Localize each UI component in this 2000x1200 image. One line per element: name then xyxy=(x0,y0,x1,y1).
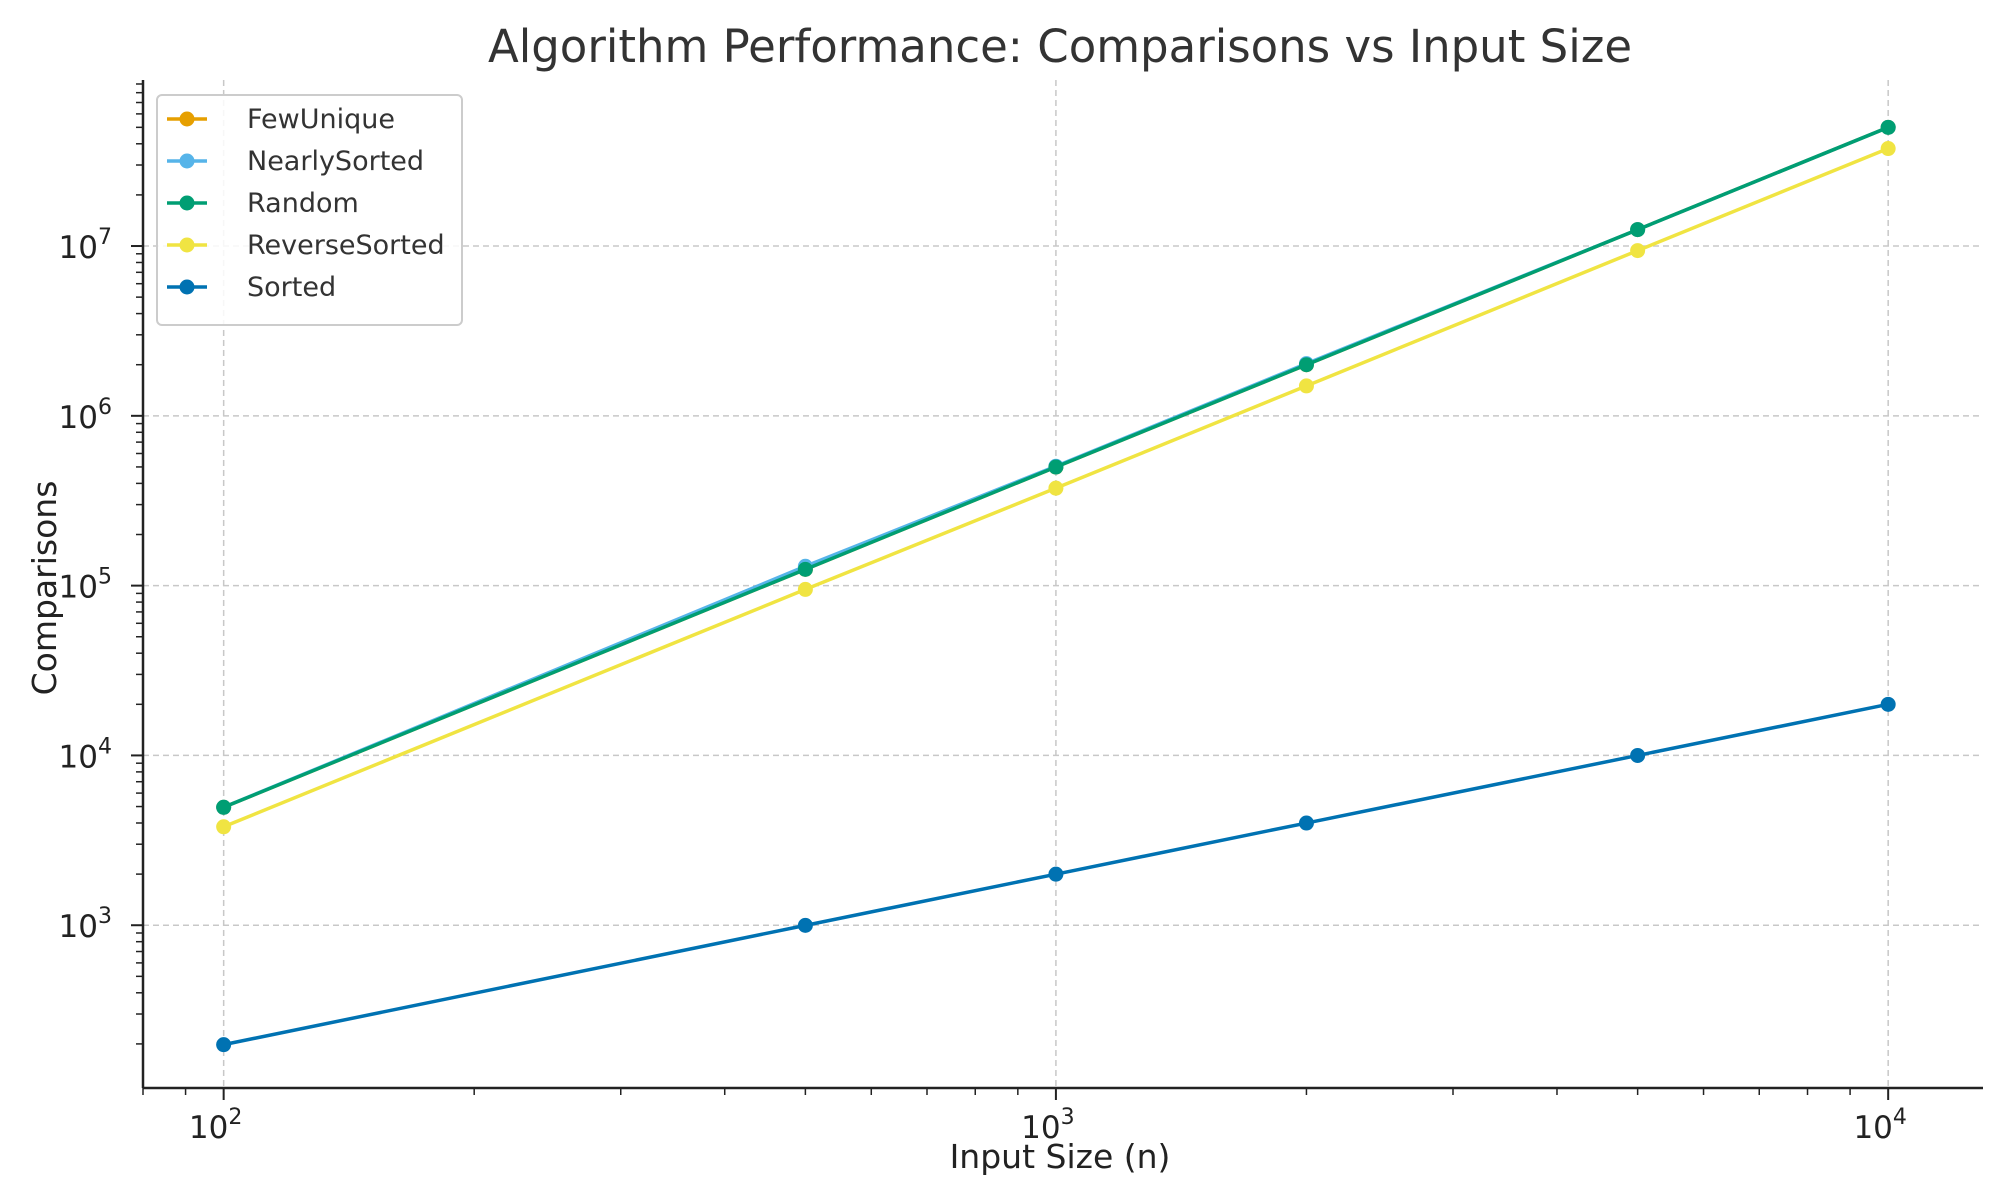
x-tick-label: 104 xyxy=(1853,1105,1906,1146)
x-tick-label-base: 10 xyxy=(1021,1110,1060,1146)
legend-label: ReverseSorted xyxy=(247,230,445,261)
y-tick-label-base: 10 xyxy=(59,570,98,606)
legend-swatch-marker xyxy=(179,111,195,127)
y-tick-label-base: 10 xyxy=(59,909,98,945)
legend-item-random: Random xyxy=(167,188,359,219)
x-tick-label-exponent: 3 xyxy=(1061,1105,1075,1130)
series-line-reversesorted xyxy=(222,146,1889,829)
y-tick-label-exponent: 6 xyxy=(98,395,112,420)
legend-swatch-marker xyxy=(179,279,195,295)
x-tick-label-base: 10 xyxy=(1853,1110,1892,1146)
data-point-reversesorted xyxy=(1298,378,1314,394)
data-point-reversesorted xyxy=(797,581,813,597)
legend-item-reversesorted: ReverseSorted xyxy=(167,230,445,261)
y-tick-label-base: 10 xyxy=(59,400,98,436)
y-tick-label-base: 10 xyxy=(59,230,98,266)
y-tick-label: 103 xyxy=(59,904,112,945)
data-point-random xyxy=(1630,222,1646,238)
legend-swatch-marker xyxy=(179,153,195,169)
data-point-sorted xyxy=(1880,696,1896,712)
data-point-random xyxy=(1298,357,1314,373)
data-point-sorted xyxy=(1298,815,1314,831)
y-tick-label-exponent: 4 xyxy=(98,734,112,759)
legend-label: Sorted xyxy=(247,272,336,303)
x-tick-label-exponent: 4 xyxy=(1893,1105,1907,1130)
data-point-reversesorted xyxy=(1048,480,1064,496)
data-point-reversesorted xyxy=(216,819,232,835)
data-point-sorted xyxy=(1048,866,1064,882)
y-tick-label: 107 xyxy=(59,225,112,266)
y-tick-label-exponent: 5 xyxy=(98,565,112,590)
data-point-random xyxy=(216,799,232,815)
data-point-random xyxy=(1880,119,1896,135)
legend-swatch-marker xyxy=(179,195,195,211)
y-tick-label: 105 xyxy=(59,565,112,606)
legend-item-nearlysorted: NearlySorted xyxy=(167,146,424,177)
data-point-reversesorted xyxy=(1630,243,1646,259)
series-sorted xyxy=(216,696,1896,1053)
series-line-sorted xyxy=(223,702,1889,1047)
data-point-sorted xyxy=(1630,747,1646,763)
series-line-random xyxy=(222,125,1889,809)
series-random xyxy=(216,119,1896,815)
x-tick-label-exponent: 2 xyxy=(228,1105,242,1130)
x-tick-label-base: 10 xyxy=(189,1110,228,1146)
legend-box xyxy=(156,94,463,326)
legend-label: NearlySorted xyxy=(247,146,424,177)
x-tick-label: 103 xyxy=(1021,1105,1074,1146)
legend-swatch-marker xyxy=(179,237,195,253)
x-tick-label: 102 xyxy=(189,1105,242,1146)
data-point-random xyxy=(797,561,813,577)
legend: FewUnique NearlySorted Random ReverseSorted… xyxy=(156,94,463,326)
data-point-sorted xyxy=(797,917,813,933)
series-group xyxy=(216,119,1896,1053)
series-reversesorted xyxy=(216,141,1896,835)
data-point-random xyxy=(1048,459,1064,475)
y-axis-label: Comparisons xyxy=(25,481,64,696)
y-tick-label-base: 10 xyxy=(59,739,98,775)
y-tick-label: 106 xyxy=(59,395,112,436)
legend-label: Random xyxy=(247,188,359,219)
data-point-reversesorted xyxy=(1880,141,1896,157)
y-tick-label-exponent: 3 xyxy=(98,904,112,929)
grid xyxy=(143,80,1983,1088)
data-point-sorted xyxy=(216,1037,232,1053)
y-tick-label-exponent: 7 xyxy=(98,225,112,250)
chart-title: Algorithm Performance: Comparisons vs In… xyxy=(488,20,1632,73)
legend-item-fewunique: FewUnique xyxy=(167,104,395,135)
y-tick-label: 104 xyxy=(59,734,112,775)
x-axis-label: Input Size (n) xyxy=(950,1137,1171,1176)
legend-item-sorted: Sorted xyxy=(167,272,336,303)
legend-label: FewUnique xyxy=(247,104,395,135)
